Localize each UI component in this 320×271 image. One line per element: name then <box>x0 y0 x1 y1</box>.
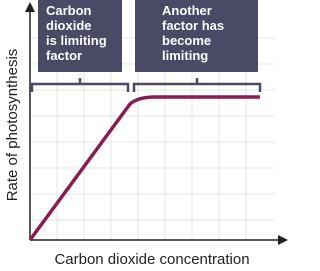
annotation-line: Carbon <box>46 3 92 18</box>
annotation-line: limiting <box>162 48 208 63</box>
annotation: Another factor has become limiting <box>162 3 228 63</box>
braces <box>30 78 262 92</box>
annotation-box <box>135 0 258 72</box>
annotation-line: is limiting <box>46 33 107 48</box>
curve <box>28 95 260 242</box>
annotation-line: dioxide <box>46 18 92 33</box>
annotation-box <box>38 0 122 72</box>
diagram: Carbon dioxide is limiting factor Anothe… <box>4 0 288 268</box>
annotation-line: factor <box>46 48 82 63</box>
x-axis-label: Carbon dioxide concentration <box>54 251 249 268</box>
annotation: Carbon dioxide is limiting factor <box>46 3 110 63</box>
annotation-line: become <box>162 33 211 48</box>
annotation-line: factor has <box>162 18 224 33</box>
annotation-line: Another <box>162 3 212 18</box>
y-axis-label: Rate of photosynthesis <box>4 49 21 202</box>
axes <box>25 2 288 245</box>
